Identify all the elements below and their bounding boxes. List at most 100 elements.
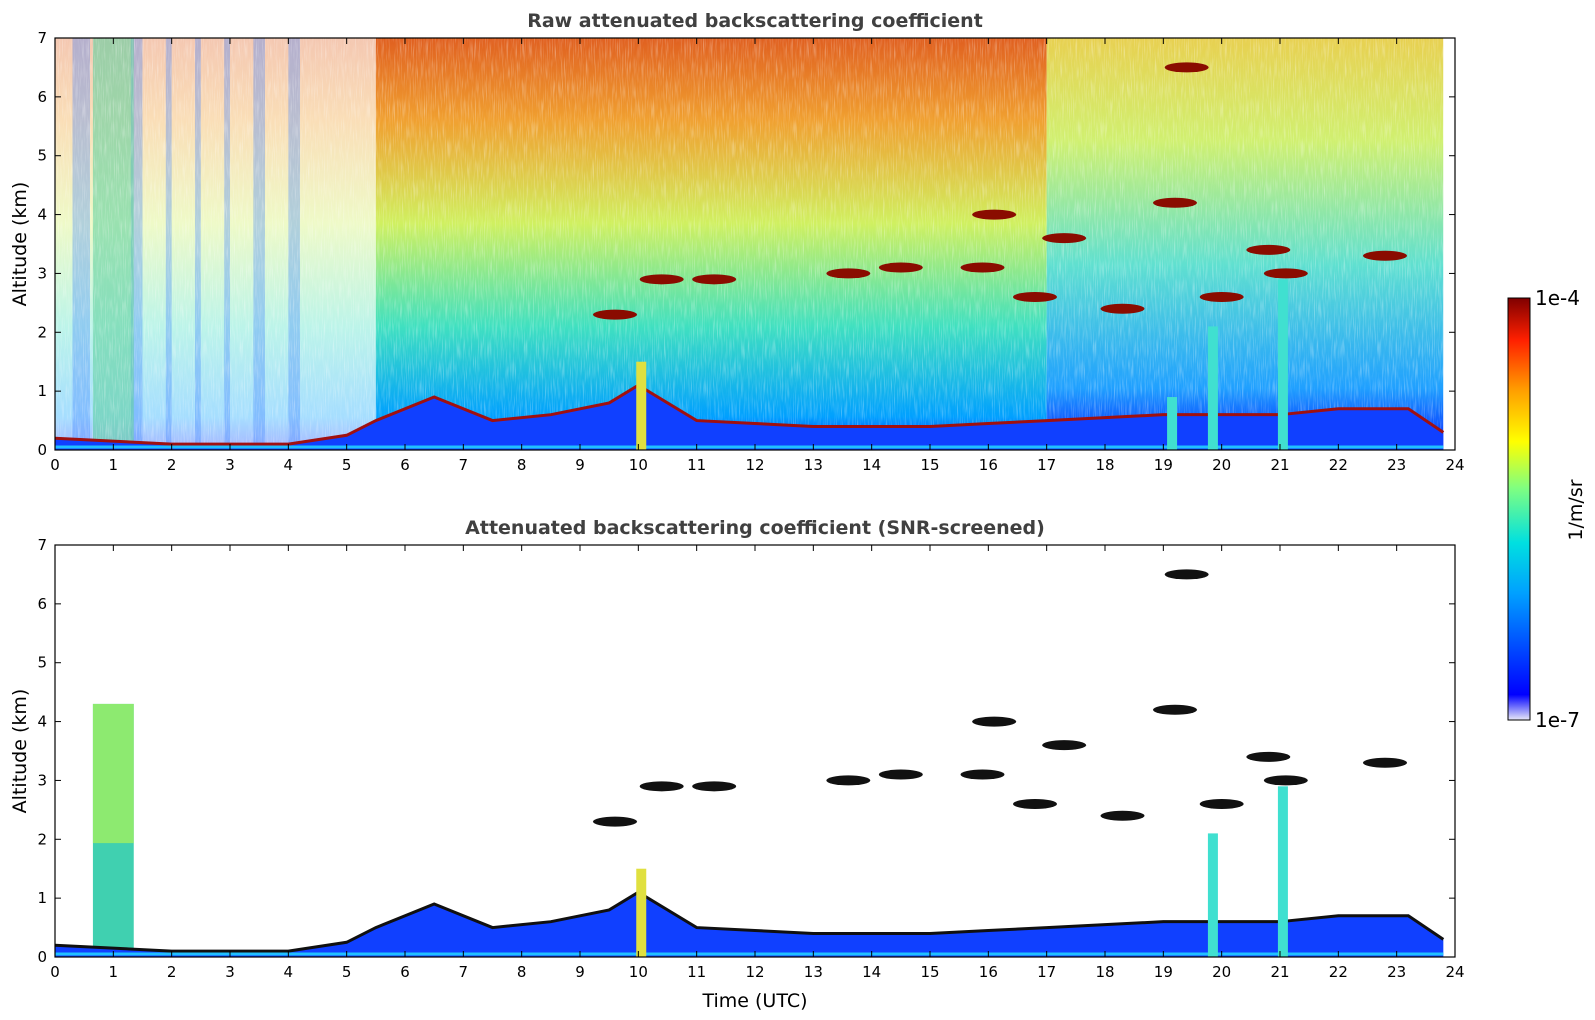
cloud-patch [960,262,1005,273]
x-tick-label: 5 [342,456,352,474]
cloud-patch [1263,775,1308,786]
y-tick-label: 6 [37,88,47,106]
vertical-streak [1207,326,1218,450]
x-tick-label: 13 [804,456,823,474]
cloud-patch [1100,303,1145,314]
x-tick-label: 9 [575,963,585,981]
cloud-patch [878,262,923,273]
cloud-patch [1153,197,1197,208]
x-tick-label: 11 [687,963,706,981]
vertical-streak [1167,397,1178,450]
x-tick-label: 18 [1095,963,1114,981]
snr-screened-field [55,545,1455,957]
panel2-y-axis: 0 1 2 3 4 5 6 7 [37,536,1455,966]
cloud-patch [593,816,637,827]
x-tick-label: 24 [1445,963,1464,981]
x-tick-label: 8 [517,456,527,474]
aerosol-column-top [92,703,134,844]
cloud-patch [1013,291,1057,302]
x-tick-label: 5 [342,963,352,981]
x-tick-label: 6 [400,963,410,981]
cloud-patch [1164,569,1209,580]
cloud-patch [1263,268,1308,279]
cloud-patch [692,274,737,285]
y-tick-label: 7 [37,29,47,47]
cloud-patch [960,769,1005,780]
x-tick-label: 1 [109,456,119,474]
x-tick-label: 22 [1329,456,1348,474]
vertical-streak [636,361,647,450]
cloud-patch [639,781,684,792]
x-tick-label: 15 [920,456,939,474]
x-tick-label: 23 [1387,963,1406,981]
boundary-layer [55,892,1444,957]
panel2-y-axis-label: Altitude (km) [9,689,31,814]
cloud-patch [639,274,684,285]
panel1-title: Raw attenuated backscattering coefficien… [527,10,983,32]
y-tick-label: 1 [37,889,47,907]
snr-screened-panel: Attenuated backscattering coefficient (S… [9,517,1465,1012]
boundary-layer-top [55,383,1445,446]
vertical-streak [1277,279,1288,450]
cloud-patch [1363,757,1407,768]
y-tick-label: 5 [37,147,47,165]
x-tick-label: 19 [1154,963,1173,981]
panel1-x-axis: 0 1 2 3 4 5 6 7 8 9 10 11 12 13 14 15 16 17 18 19 20 21 22 23 24 [50,38,1465,474]
x-tick-label: 12 [745,963,764,981]
vertical-streak [1207,833,1218,957]
x-tick-label: 4 [284,963,294,981]
cloud-patch [1042,233,1087,244]
cloud-patch [1042,740,1087,751]
cloud-patch [826,268,871,279]
screened-background [55,545,1455,957]
y-tick-label: 4 [37,206,47,224]
x-tick-label: 24 [1445,456,1464,474]
raw-backscatter-panel: Raw attenuated backscattering coefficien… [9,10,1465,474]
x-tick-label: 2 [167,963,177,981]
colorbar-label: 1/m/sr [1565,479,1587,540]
panel1-y-axis: 0 1 2 3 4 5 6 7 [37,29,1455,459]
x-tick-label: 7 [459,963,469,981]
y-tick-label: 2 [37,830,47,848]
x-tick-label: 1 [109,963,119,981]
panel1-y-axis-label: Altitude (km) [9,182,31,307]
y-tick-label: 0 [37,948,47,966]
cloud-patch [826,775,871,786]
cloud-patch [878,769,923,780]
x-tick-label: 12 [745,456,764,474]
panel2-x-axis: 0 1 2 3 4 5 6 7 8 9 10 11 12 13 14 15 16 17 18 19 20 21 22 23 24 [50,545,1465,981]
panel2-title: Attenuated backscattering coefficient (S… [465,517,1045,539]
cloud-patch [593,309,637,320]
cloud-patch [1199,798,1244,809]
x-tick-label: 21 [1270,456,1289,474]
x-tick-label: 20 [1212,456,1231,474]
y-tick-label: 4 [37,713,47,731]
x-tick-label: 14 [862,963,881,981]
y-tick-label: 7 [37,536,47,554]
y-tick-label: 5 [37,654,47,672]
x-tick-label: 16 [979,456,998,474]
x-tick-label: 17 [1037,963,1056,981]
cloud-patch [1246,244,1291,255]
cloud-patch [972,716,1017,727]
x-tick-label: 14 [862,456,881,474]
colorbar-min-label: 1e-7 [1535,708,1580,732]
y-tick-label: 3 [37,771,47,789]
x-tick-label: 18 [1095,456,1114,474]
x-tick-label: 0 [50,963,60,981]
colorbar: 1e-4 1e-7 1/m/sr [1507,286,1587,732]
panel2-x-axis-label: Time (UTC) [701,990,807,1012]
y-tick-label: 0 [37,441,47,459]
x-tick-label: 8 [517,963,527,981]
x-tick-label: 15 [920,963,939,981]
x-tick-label: 3 [225,456,235,474]
x-tick-label: 16 [979,963,998,981]
x-tick-label: 20 [1212,963,1231,981]
cloud-patch [1199,291,1244,302]
x-tick-label: 0 [50,456,60,474]
cloud-patch [1100,810,1145,821]
x-tick-label: 10 [629,963,648,981]
x-tick-label: 21 [1270,963,1289,981]
y-tick-label: 3 [37,264,47,282]
